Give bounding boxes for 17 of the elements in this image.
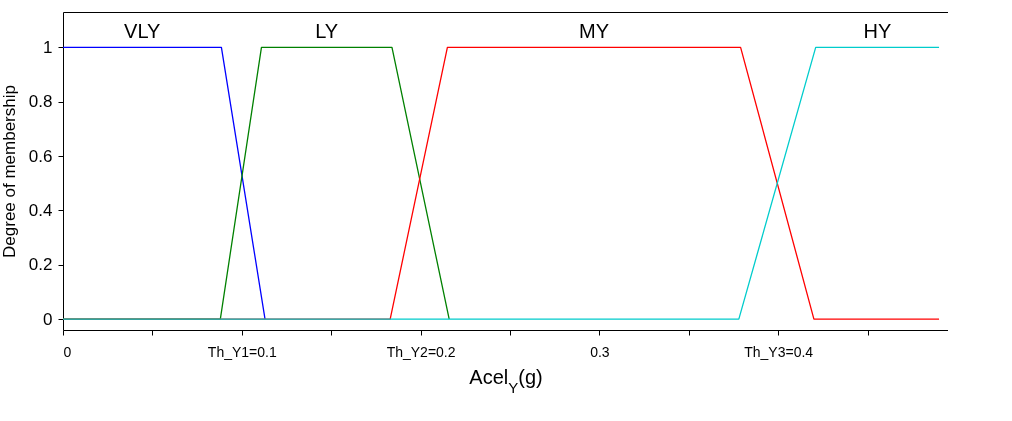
x-tick-label: 0 — [63, 343, 72, 360]
x-tick-label: Th_Y1=0.1 — [207, 343, 277, 360]
series-label: MY — [579, 20, 609, 42]
y-tick-label: 1 — [43, 37, 53, 57]
series-label: LY — [315, 20, 339, 42]
y-tick-label: 0.2 — [28, 255, 53, 275]
y-tick-label: 0.4 — [28, 200, 53, 220]
series-label: HY — [863, 20, 892, 42]
x-tick-label: 0.3 — [590, 343, 610, 360]
series-label: VLY — [124, 20, 161, 42]
y-tick-label: 0.6 — [28, 146, 53, 166]
x-axis-title: Acel$_{Y}$(g) — [469, 365, 543, 395]
x-tick-label: Th_Y2=0.2 — [386, 343, 456, 360]
y-tick-label: 0.8 — [28, 92, 53, 112]
y-tick-label: 0 — [43, 309, 53, 329]
y-axis-title: Degree of membership — [0, 85, 19, 258]
x-tick-label: Th_Y3=0.4 — [744, 343, 814, 360]
